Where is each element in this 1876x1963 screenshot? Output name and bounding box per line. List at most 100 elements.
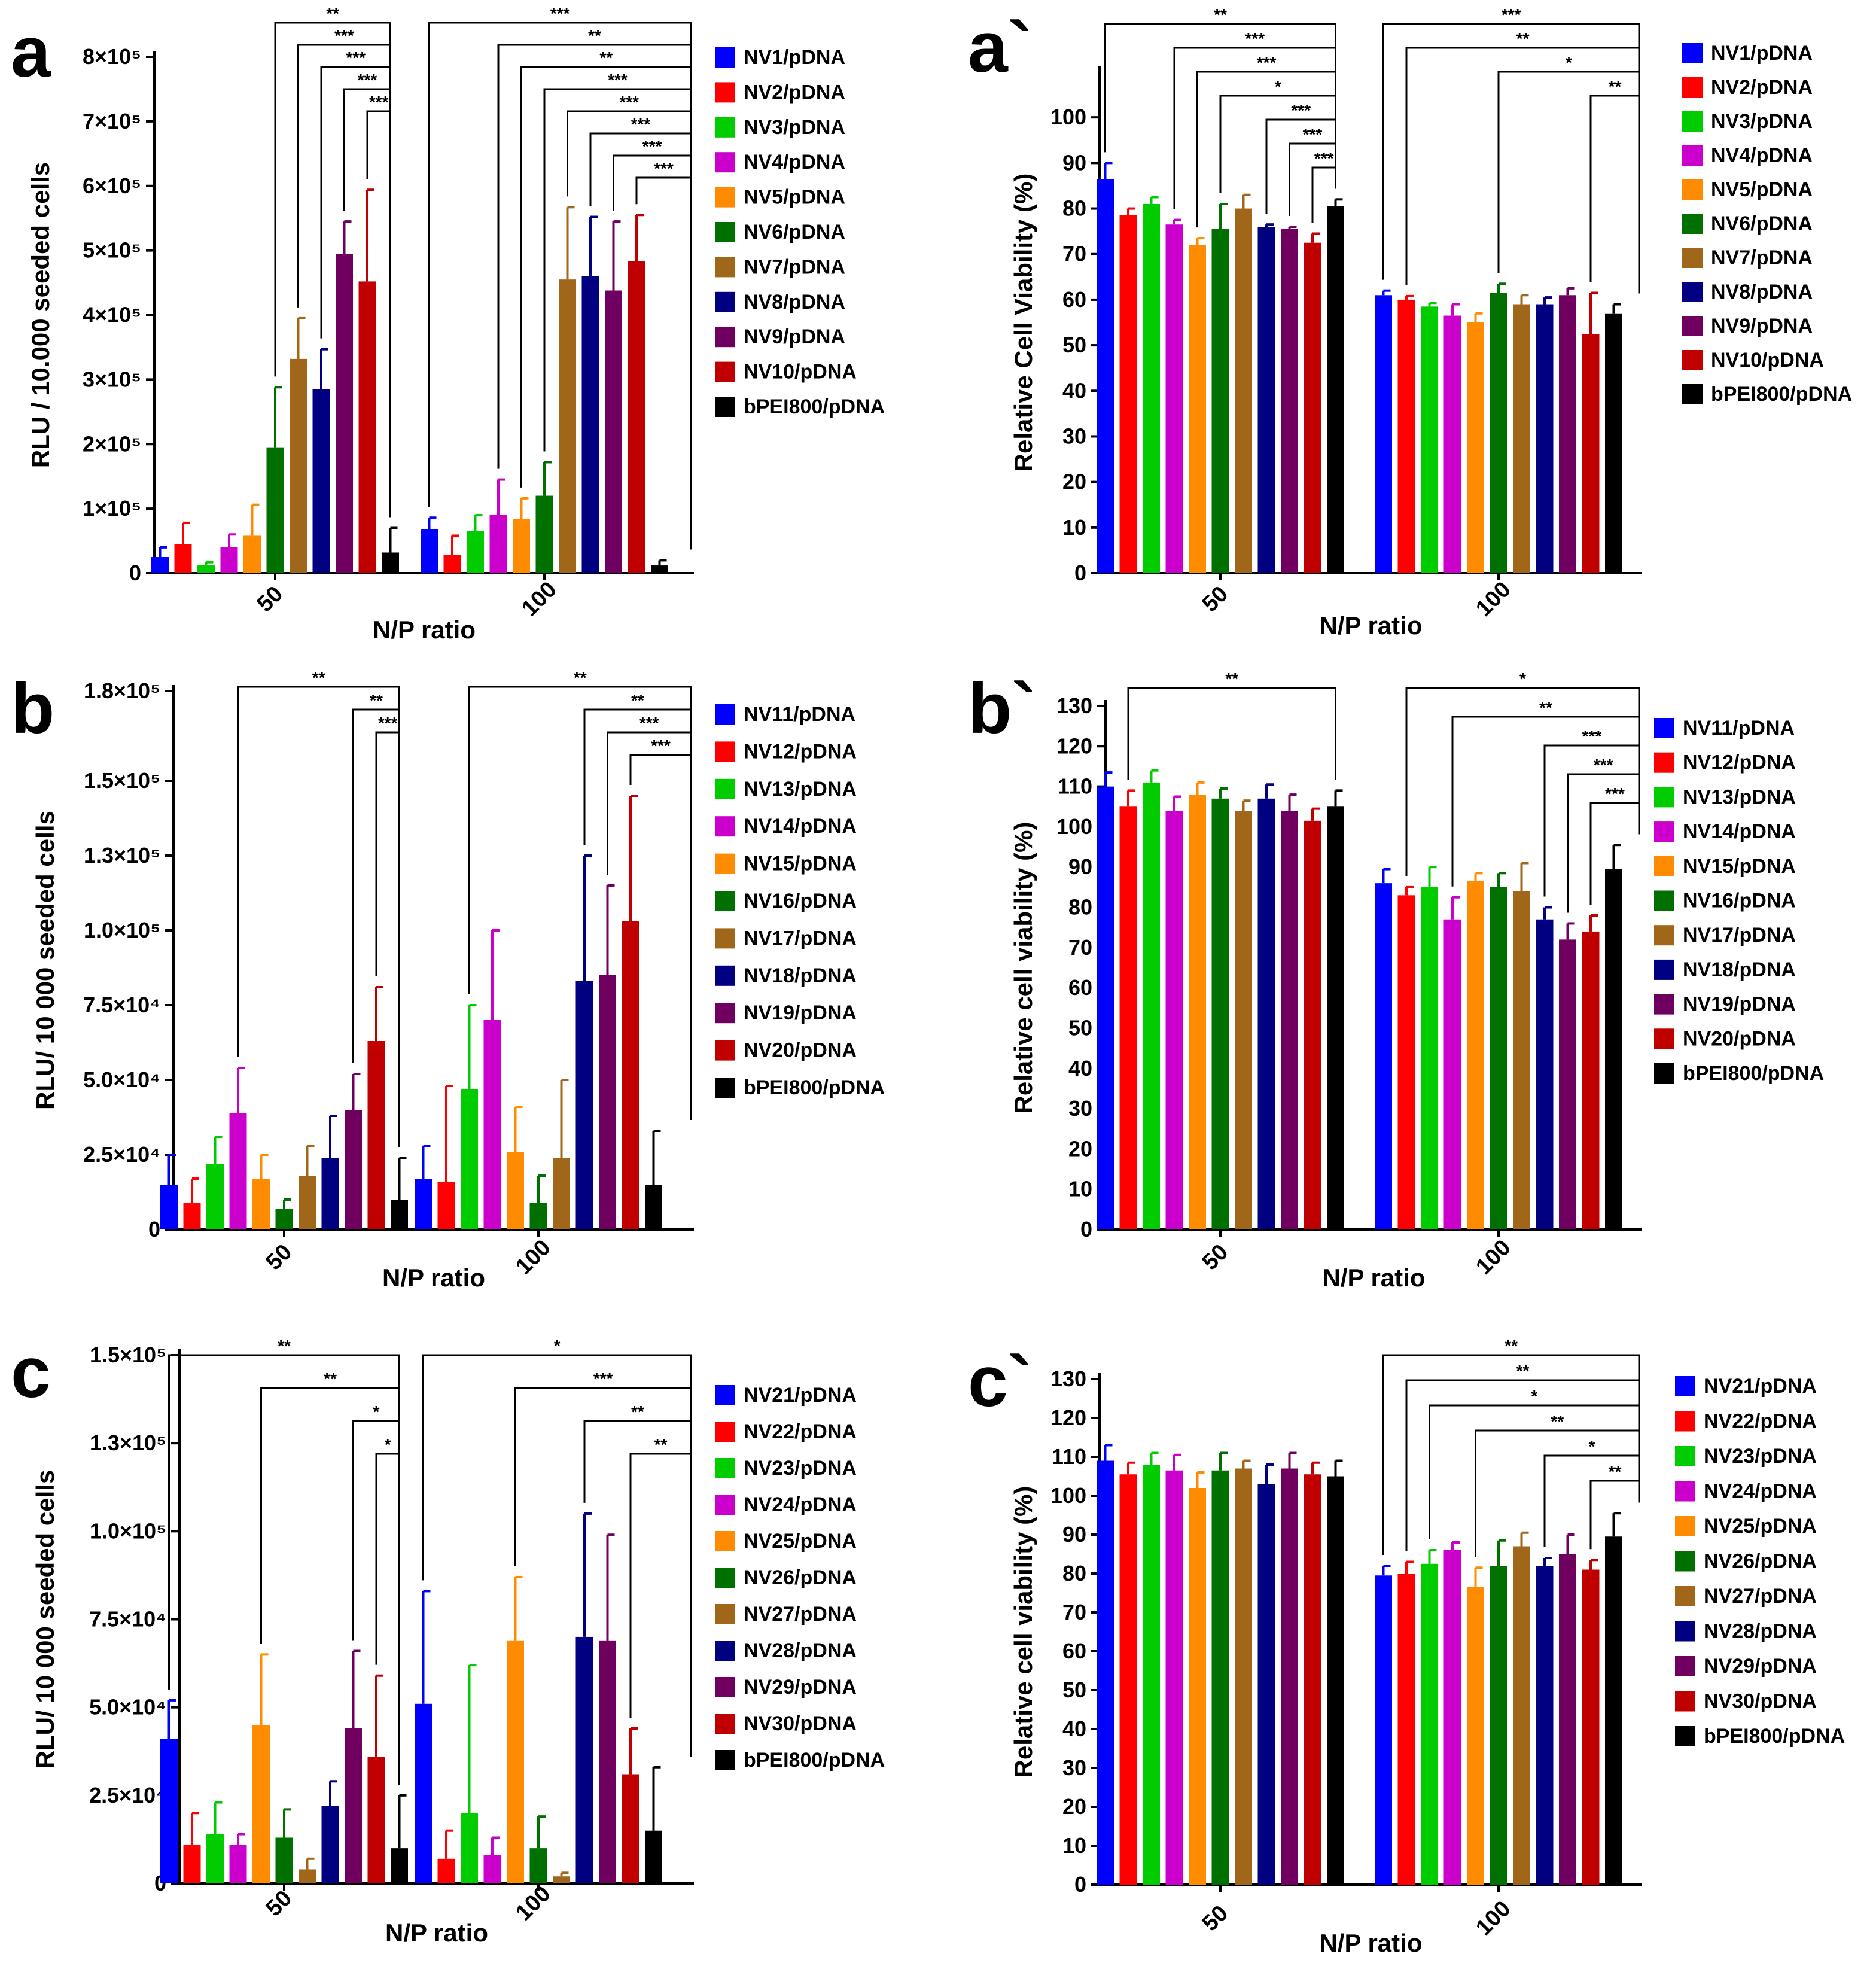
- legend-swatch: [1654, 959, 1674, 980]
- legend-swatch: [715, 257, 735, 278]
- bar: [321, 1806, 339, 1883]
- legend-label: bPEI800/pDNA: [744, 1749, 885, 1772]
- legend-swatch: [1654, 787, 1674, 808]
- bar: [1165, 811, 1183, 1229]
- legend-swatch: [715, 222, 735, 242]
- significance-label: **: [1551, 1412, 1564, 1431]
- legend-label: NV17/pDNA: [744, 927, 857, 949]
- y-tick-label: 1.0×10⁵: [84, 918, 160, 942]
- bar: [1189, 245, 1206, 573]
- legend-label: NV16/pDNA: [744, 890, 857, 912]
- legend-label: NV21/pDNA: [1704, 1375, 1817, 1398]
- y-tick-label: 20: [1062, 470, 1086, 494]
- bar: [183, 1203, 201, 1229]
- y-tick-label: 5.0×10⁴: [89, 1695, 166, 1719]
- bar: [1189, 1488, 1206, 1885]
- y-tick-label: 110: [1058, 774, 1092, 799]
- y-tick-label: 60: [1068, 975, 1092, 1000]
- y-tick-label: 100: [1050, 1483, 1086, 1508]
- legend-label: NV18/pDNA: [1683, 958, 1796, 981]
- bar: [1165, 1470, 1183, 1885]
- bar: [367, 1041, 385, 1229]
- legend-swatch: [1675, 1691, 1695, 1712]
- y-tick-label: 120: [1056, 734, 1092, 758]
- legend-swatch: [1654, 821, 1674, 842]
- y-axis-title: Relative Cell Viability (%): [1009, 174, 1037, 472]
- bar: [1097, 179, 1114, 573]
- bar: [1327, 806, 1344, 1229]
- bar: [1143, 1465, 1160, 1885]
- significance-label: *: [1566, 53, 1572, 72]
- legend-swatch: [715, 1040, 735, 1061]
- legend-label: NV5/pDNA: [744, 186, 845, 209]
- legend-label: NV15/pDNA: [744, 853, 857, 875]
- significance-label: **: [1609, 77, 1622, 96]
- legend-swatch: [715, 816, 735, 837]
- legend-label: NV1/pDNA: [1711, 42, 1813, 65]
- legend-swatch: [715, 1714, 735, 1734]
- bar: [1327, 1476, 1344, 1885]
- significance-bracket: [320, 66, 391, 518]
- x-axis-title: N/P ratio: [385, 1919, 488, 1947]
- y-tick-label: 2.5×10⁴: [83, 1142, 160, 1167]
- category-label-50: 50: [261, 1886, 297, 1922]
- panel-letter: b: [11, 668, 54, 748]
- legend-label: NV28/pDNA: [744, 1639, 857, 1662]
- bar: [535, 495, 553, 573]
- bar: [206, 1164, 224, 1229]
- bar: [160, 1185, 178, 1229]
- y-tick-label: 1.3×10⁵: [90, 1431, 166, 1455]
- y-tick-label: 90: [1062, 1522, 1086, 1547]
- bar: [1421, 887, 1438, 1229]
- legend-label: bPEI800/pDNA: [1704, 1725, 1845, 1748]
- legend-swatch: [715, 1604, 735, 1624]
- legend-label: bPEI800/pDNA: [744, 1076, 885, 1099]
- legend-swatch: [715, 778, 735, 799]
- y-tick-label: 7×10⁵: [83, 109, 141, 133]
- y-tick-label: 50: [1068, 1015, 1092, 1040]
- significance-bracket: [168, 1354, 400, 1785]
- legend-label: NV11/pDNA: [744, 703, 855, 726]
- significance-bracket: [375, 1453, 400, 1785]
- bar: [1490, 887, 1508, 1229]
- bar: [575, 981, 593, 1229]
- legend-swatch: [715, 187, 735, 208]
- bar: [1397, 895, 1415, 1229]
- legend-label: NV1/pDNA: [744, 46, 845, 69]
- bar: [1490, 293, 1508, 573]
- legend-swatch: [1682, 145, 1703, 166]
- legend-swatch: [1682, 43, 1703, 63]
- bar: [1513, 1546, 1530, 1885]
- panel-b: b 0 2.5×10⁴ 5.0×10⁴ 7.5×10⁴ 1.0×10⁵ 1.3×10⁵ 1.5…: [11, 668, 885, 1292]
- bar: [1097, 786, 1114, 1229]
- bar: [1119, 806, 1137, 1229]
- legend-swatch: [715, 117, 735, 138]
- legend-swatch: [715, 1750, 735, 1770]
- y-tick-label: 100: [1056, 814, 1092, 839]
- legend-swatch: [1675, 1516, 1695, 1536]
- bar: [1257, 227, 1275, 573]
- legend-label: NV16/pDNA: [1683, 890, 1796, 912]
- panel-c: c02.5×10⁴5.0×10⁴7.5×10⁴1.0×10⁵1.3×10⁵1.5…: [11, 1332, 885, 1947]
- significance-label: ***: [639, 714, 659, 732]
- legend-label: NV12/pDNA: [1683, 751, 1796, 774]
- bar: [559, 279, 576, 573]
- significance-bracket: [1497, 71, 1640, 294]
- bar: [345, 1728, 362, 1883]
- legend-label: NV4/pDNA: [744, 151, 845, 174]
- bar: [1559, 1554, 1576, 1885]
- bar: [275, 1837, 293, 1883]
- significance-bracket: [629, 754, 692, 1120]
- bar: [1119, 215, 1137, 573]
- legend-label: NV5/pDNA: [1711, 178, 1813, 201]
- category-label-100: 100: [517, 577, 562, 622]
- significance-bracket: [1589, 802, 1640, 905]
- legend-swatch: [1654, 718, 1674, 738]
- bar: [1211, 229, 1229, 573]
- legend-swatch: [1682, 111, 1703, 132]
- significance-label: ***: [1605, 784, 1625, 803]
- y-tick-label: 5×10⁵: [83, 238, 141, 263]
- legend-swatch: [715, 891, 735, 911]
- bar: [483, 1020, 501, 1229]
- bar: [1582, 1569, 1600, 1885]
